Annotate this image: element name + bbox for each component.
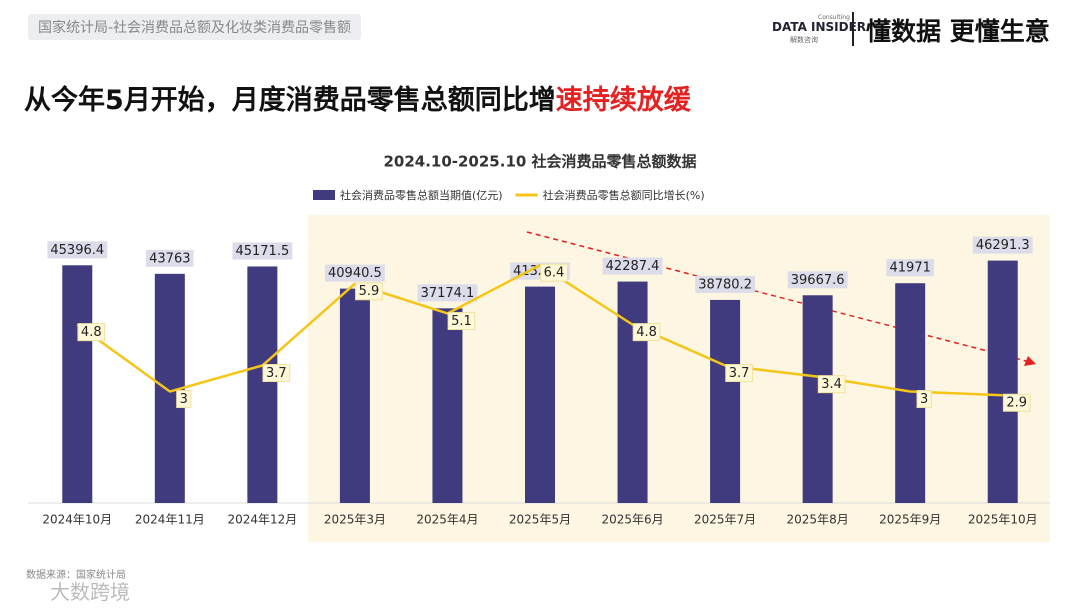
value-label: 38780.2 bbox=[698, 277, 752, 292]
value-label: 43763 bbox=[149, 251, 190, 266]
value-label-bg bbox=[1002, 393, 1031, 412]
x-tick-label: 2025年3月 bbox=[324, 513, 386, 527]
x-tick-label: 2025年6月 bbox=[601, 513, 663, 527]
value-label-bg bbox=[262, 364, 291, 383]
value-label: 3 bbox=[180, 392, 188, 407]
divider bbox=[852, 12, 854, 46]
value-label-bg bbox=[916, 390, 932, 409]
source: 数据来源：国家统计局 bbox=[26, 570, 126, 581]
value-label: 42287.4 bbox=[606, 259, 660, 274]
value-label: 2.9 bbox=[1006, 396, 1027, 411]
value-label: 3.7 bbox=[266, 366, 287, 381]
x-tick-label: 2025年7月 bbox=[694, 513, 756, 527]
x-tick-label: 2024年12月 bbox=[227, 513, 297, 527]
x-tick-label: 2025年8月 bbox=[787, 513, 849, 527]
value-label-bg bbox=[146, 249, 194, 267]
value-label-bg bbox=[77, 323, 106, 342]
legend: 社会消费品零售总额当期值(亿元) 社会消费品零售总额同比增长(%) bbox=[313, 188, 705, 202]
arrow-head bbox=[1024, 356, 1036, 366]
value-label-bg bbox=[325, 264, 385, 282]
value-label: 4.8 bbox=[636, 325, 657, 340]
value-label: 46291.3 bbox=[976, 238, 1030, 253]
value-label-bg bbox=[632, 323, 661, 342]
bar bbox=[525, 286, 555, 503]
trend-arrow bbox=[526, 231, 1031, 363]
logo-sub: Consulting bbox=[818, 14, 850, 21]
value-label-bg bbox=[886, 259, 934, 277]
logo: DATA INSIDER bbox=[772, 20, 867, 34]
legend-label: 社会消费品零售总额当期值(亿元) bbox=[340, 188, 503, 202]
value-label-bg bbox=[695, 275, 755, 293]
value-label: 45396.4 bbox=[50, 243, 104, 258]
bar bbox=[247, 266, 278, 503]
value-label: 3.4 bbox=[821, 377, 842, 392]
bar bbox=[710, 299, 741, 503]
value-label: 4.8 bbox=[81, 325, 102, 340]
header-tag: 国家统计局-社会消费品总额及化妆类消费品零售额 bbox=[28, 14, 362, 40]
bar bbox=[432, 308, 463, 503]
x-tick-label: 2025年10月 bbox=[968, 513, 1038, 527]
x-tick-label: 2024年11月 bbox=[135, 513, 205, 527]
x-tick-label: 2025年4月 bbox=[416, 513, 478, 527]
x-tick-label: 2024年10月 bbox=[42, 513, 112, 527]
value-label-bg bbox=[540, 263, 568, 282]
x-tick-label: 2025年9月 bbox=[879, 513, 941, 527]
bar bbox=[62, 265, 93, 503]
value-label-bg bbox=[176, 390, 192, 409]
value-label-bg bbox=[447, 311, 476, 330]
value-label-bg bbox=[787, 271, 848, 289]
bar bbox=[617, 281, 648, 503]
value-label: 45171.5 bbox=[235, 244, 289, 259]
value-label-bg bbox=[972, 236, 1033, 254]
value-label: 5.9 bbox=[359, 284, 380, 299]
value-label-bg bbox=[47, 241, 108, 259]
highlight-area bbox=[308, 215, 1050, 542]
chart-title: 2024.10-2025.10 社会消费品零售总额数据 bbox=[383, 153, 696, 171]
value-label: 41971 bbox=[890, 261, 931, 276]
headline-highlight: 速持续放缓 bbox=[555, 85, 691, 116]
headline-text: 从今年5月开始，月度消费品零售总额同比增 bbox=[24, 85, 556, 116]
line bbox=[76, 263, 1003, 397]
x-tick-label: 2025年5月 bbox=[509, 513, 571, 527]
bar bbox=[987, 260, 1018, 503]
value-label: 3 bbox=[920, 392, 928, 407]
value-label-bg bbox=[725, 364, 753, 383]
value-label-bg bbox=[232, 242, 293, 260]
bar bbox=[339, 288, 370, 503]
value-label: 6.4 bbox=[544, 266, 565, 281]
value-label-bg bbox=[355, 282, 383, 301]
legend-label: 社会消费品零售总额同比增长(%) bbox=[543, 188, 705, 202]
value-label: 40940.5 bbox=[328, 266, 382, 281]
logo-cn: 解数咨询 bbox=[790, 36, 818, 44]
legend-swatch bbox=[313, 190, 335, 200]
value-label: 37174.1 bbox=[421, 286, 475, 301]
value-label: 39667.6 bbox=[791, 273, 845, 288]
value-label-bg bbox=[417, 284, 478, 302]
value-label: 3.7 bbox=[729, 366, 750, 381]
slogan: 懂数据 更懂生意 bbox=[866, 17, 1050, 46]
bar bbox=[802, 295, 833, 503]
value-label-bg bbox=[817, 375, 846, 394]
value-label-bg bbox=[602, 257, 663, 275]
headline: 从今年5月开始，月度消费品零售总额同比增速持续放缓 bbox=[24, 78, 691, 117]
value-label: 5.1 bbox=[451, 314, 472, 329]
watermark: 大数跨境 bbox=[50, 580, 130, 604]
